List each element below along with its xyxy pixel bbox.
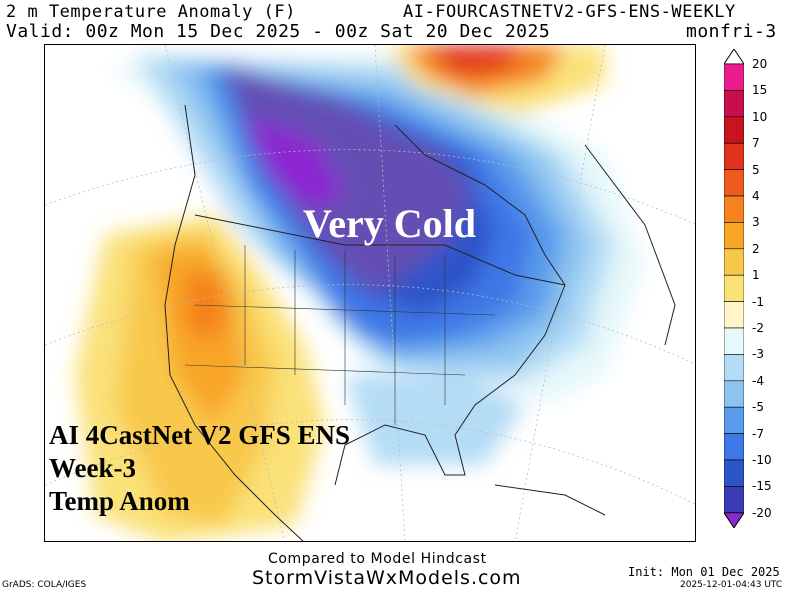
colorbar-tick-label: -5 [752,400,764,415]
colorbar-tick-label: -7 [752,426,764,441]
colorbar-bin [724,380,744,408]
colorbar-tick-label: -20 [752,505,772,520]
site-name: StormVistaWxModels.com [252,567,522,589]
colorbar-tick-label: 1 [752,268,760,283]
colorbar-tick-label: -2 [752,321,764,335]
map-canvas [45,45,695,541]
colorbar-tick-label: -10 [752,453,772,467]
colorbar-bin [724,222,744,250]
colorbar-tick-label: -3 [752,347,764,362]
colorbar-tick-label: -15 [752,479,772,494]
init-time: Init: Mon 01 Dec 2025 [628,565,780,579]
overlay-line-product: Temp Anom [49,486,190,516]
run-tag: monfri-3 [686,21,777,42]
colorbar-tick-label: 5 [752,162,760,177]
grads-credit: GrADS: COLA/IGES [2,580,87,590]
colorbar-tick-label: -4 [752,373,764,388]
colorbar-bin [724,433,744,461]
colorbar-bin [724,301,744,329]
colorbar-bin [724,90,744,118]
colorbar-extend-bottom [724,512,744,528]
temperature-anomaly-map: Very Cold AI 4CastNet V2 GFS ENS Week-3 … [44,44,696,542]
colorbar-bin [724,169,744,197]
colorbar-tick-label: 15 [752,83,768,98]
model-name: AI-FOURCASTNETV2-GFS-ENS-WEEKLY [403,2,736,22]
colorbar-bin [724,142,744,170]
colorbar-extend-top [724,49,744,65]
colorbar-bin [724,274,744,302]
render-timestamp: 2025-12-01-04:43 UTC [680,580,783,590]
colorbar-bin [724,248,744,276]
colorbar-bin [724,63,744,91]
colorbar-bin [724,354,744,382]
map-title: 2 m Temperature Anomaly (F) [6,2,296,22]
colorbar-tick-label: 20 [752,57,768,71]
colorbar-bin [724,406,744,434]
colorbar-tick-label: 4 [752,189,760,203]
overlay-very-cold: Very Cold [303,201,476,246]
colorbar-bin [724,116,744,144]
colorbar-bin [724,459,744,487]
colorbar-tick-label: 10 [752,109,768,124]
overlay-line-model: AI 4CastNet V2 GFS ENS [49,420,351,450]
valid-period: Valid: 00z Mon 15 Dec 2025 - 00z Sat 20 … [6,21,551,42]
overlay-model-label: AI 4CastNet V2 GFS ENS Week-3 Temp Anom [49,419,350,518]
colorbar-tick-label: 7 [752,136,760,151]
overlay-line-week: Week-3 [49,453,136,483]
colorbar-bin [724,486,744,514]
hindcast-note: Compared to Model Hindcast [268,551,487,567]
colorbar-bin [724,327,744,355]
colorbar-tick-label: 2 [752,241,760,256]
colorbar-tick-label: 3 [752,215,760,230]
colorbar-svg [724,49,744,528]
colorbar-bin [724,195,744,223]
colorbar-tick-label: -1 [752,294,764,309]
